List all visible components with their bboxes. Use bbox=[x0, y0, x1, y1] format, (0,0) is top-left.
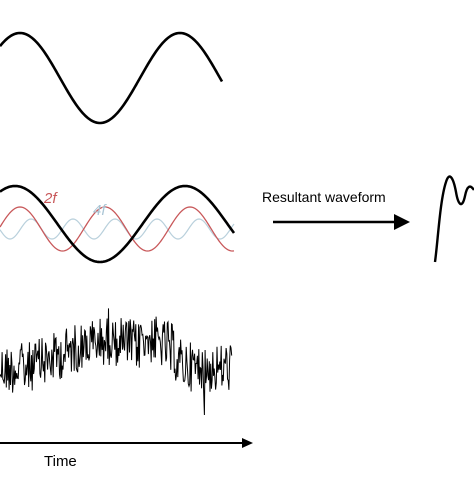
noise-signal bbox=[0, 308, 233, 416]
fundamental-wave bbox=[0, 31, 224, 125]
time-axis-label: Time bbox=[44, 453, 77, 470]
arrow-head bbox=[394, 214, 410, 230]
time-axis-arrow bbox=[242, 438, 253, 448]
fundamental-wave-overlay bbox=[0, 184, 236, 264]
arrow-label: Resultant waveform bbox=[262, 189, 386, 205]
harmonic-label: 4f bbox=[93, 202, 107, 219]
resultant-waveform bbox=[433, 175, 474, 263]
harmonic-label: 2f bbox=[43, 190, 58, 207]
second-harmonic-wave bbox=[0, 206, 235, 252]
